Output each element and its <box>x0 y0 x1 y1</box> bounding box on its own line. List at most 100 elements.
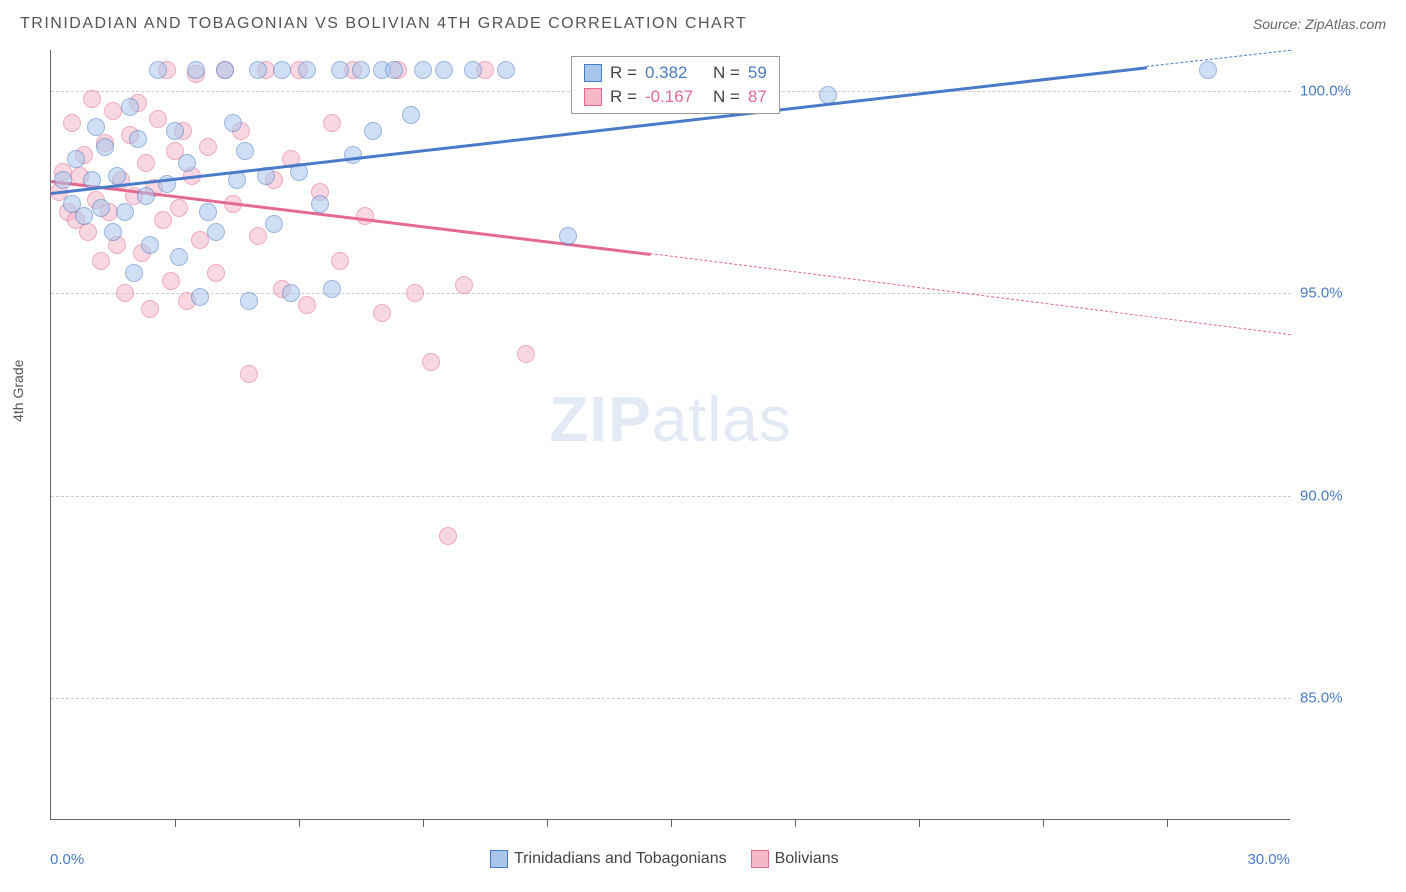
data-point <box>149 61 167 79</box>
data-point <box>137 154 155 172</box>
data-point <box>121 98 139 116</box>
data-point <box>191 288 209 306</box>
data-point <box>67 150 85 168</box>
data-point <box>141 300 159 318</box>
x-tick <box>1167 819 1168 827</box>
data-point <box>414 61 432 79</box>
data-point <box>282 284 300 302</box>
data-point <box>178 154 196 172</box>
data-point <box>170 248 188 266</box>
x-max-label: 30.0% <box>1247 851 1290 868</box>
y-tick-label: 85.0% <box>1300 690 1343 707</box>
data-point <box>137 187 155 205</box>
data-point <box>207 264 225 282</box>
data-point <box>87 118 105 136</box>
data-point <box>422 353 440 371</box>
data-point <box>517 345 535 363</box>
data-point <box>216 61 234 79</box>
data-point <box>162 272 180 290</box>
data-point <box>497 61 515 79</box>
data-point <box>83 90 101 108</box>
data-point <box>352 61 370 79</box>
y-tick-label: 90.0% <box>1300 487 1343 504</box>
y-tick-label: 100.0% <box>1300 82 1351 99</box>
legend-item-1: Bolivians <box>751 850 839 868</box>
watermark: ZIPatlas <box>549 382 792 456</box>
data-point <box>373 304 391 322</box>
plot-area: ZIPatlas R = 0.382 N = 59 R = -0.167 N =… <box>50 50 1290 820</box>
x-tick <box>299 819 300 827</box>
data-point <box>79 223 97 241</box>
data-point <box>298 296 316 314</box>
data-point <box>166 122 184 140</box>
data-point <box>265 215 283 233</box>
y-axis-title: 4th Grade <box>10 360 26 422</box>
x-tick <box>423 819 424 827</box>
trend-line-dash <box>1146 50 1291 67</box>
data-point <box>199 203 217 221</box>
r-value-1: -0.167 <box>645 87 705 107</box>
data-point <box>116 203 134 221</box>
n-value-1: 87 <box>748 87 767 107</box>
legend-row-series-0: R = 0.382 N = 59 <box>584 61 767 85</box>
swatch-icon <box>490 850 508 868</box>
x-min-label: 0.0% <box>50 851 84 868</box>
swatch-series-1 <box>584 88 602 106</box>
x-tick <box>547 819 548 827</box>
data-point <box>1199 61 1217 79</box>
data-point <box>559 227 577 245</box>
data-point <box>331 252 349 270</box>
data-point <box>249 61 267 79</box>
data-point <box>154 211 172 229</box>
data-point <box>323 280 341 298</box>
y-tick-label: 95.0% <box>1300 285 1343 302</box>
data-point <box>439 527 457 545</box>
x-tick <box>919 819 920 827</box>
data-point <box>92 252 110 270</box>
x-tick <box>1043 819 1044 827</box>
data-point <box>149 110 167 128</box>
data-point <box>249 227 267 245</box>
data-point <box>96 138 114 156</box>
data-point <box>273 61 291 79</box>
data-point <box>402 106 420 124</box>
data-point <box>191 231 209 249</box>
data-point <box>116 284 134 302</box>
data-point <box>54 171 72 189</box>
r-value-0: 0.382 <box>645 63 705 83</box>
data-point <box>199 138 217 156</box>
n-value-0: 59 <box>748 63 767 83</box>
legend-item-0: Trinidadians and Tobagonians <box>490 850 727 868</box>
series-name-1: Bolivians <box>775 850 839 868</box>
gridline <box>51 698 1291 699</box>
gridline <box>51 293 1291 294</box>
data-point <box>104 223 122 241</box>
data-point <box>104 102 122 120</box>
data-point <box>455 276 473 294</box>
data-point <box>170 199 188 217</box>
data-point <box>364 122 382 140</box>
data-point <box>311 195 329 213</box>
data-point <box>344 146 362 164</box>
data-point <box>435 61 453 79</box>
data-point <box>63 114 81 132</box>
x-tick <box>795 819 796 827</box>
series-name-0: Trinidadians and Tobagonians <box>514 850 727 868</box>
data-point <box>75 207 93 225</box>
data-point <box>406 284 424 302</box>
data-point <box>141 236 159 254</box>
swatch-series-0 <box>584 64 602 82</box>
series-legend: Trinidadians and Tobagonians Bolivians <box>490 850 839 868</box>
data-point <box>187 61 205 79</box>
chart-container: 4th Grade ZIPatlas R = 0.382 N = 59 R = … <box>50 50 1380 840</box>
data-point <box>129 130 147 148</box>
data-point <box>240 292 258 310</box>
data-point <box>236 142 254 160</box>
data-point <box>224 114 242 132</box>
data-point <box>819 86 837 104</box>
data-point <box>385 61 403 79</box>
chart-title: TRINIDADIAN AND TOBAGONIAN VS BOLIVIAN 4… <box>20 15 747 33</box>
correlation-legend: R = 0.382 N = 59 R = -0.167 N = 87 <box>571 56 780 114</box>
x-tick <box>175 819 176 827</box>
data-point <box>323 114 341 132</box>
